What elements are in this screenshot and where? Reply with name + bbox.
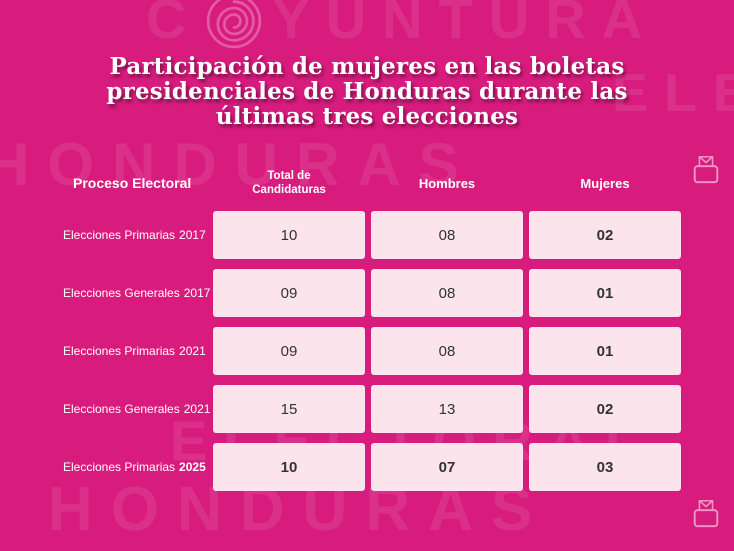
- page-title: Participación de mujeres en las boletas …: [0, 54, 734, 129]
- row-label: Elecciones Primarias 2021: [63, 327, 207, 375]
- ballot-box-icon: [690, 498, 722, 535]
- row-label-text: Elecciones Generales: [63, 402, 180, 416]
- row-label-year: 2021: [179, 344, 206, 358]
- row-label-year: 2025: [179, 460, 206, 474]
- row-label-text: Elecciones Generales: [63, 286, 180, 300]
- participation-table: Proceso Electoral Total de Candidaturas …: [63, 165, 683, 491]
- infographic: Participación de mujeres en las boletas …: [0, 54, 734, 491]
- row-label-year: 2021: [183, 402, 211, 416]
- column-header-proceso-electoral: Proceso Electoral: [73, 175, 192, 191]
- cell-mujeres: 03: [529, 443, 681, 491]
- row-label: Elecciones Primarias 2025: [63, 443, 207, 491]
- cell-mujeres: 02: [529, 385, 681, 433]
- row-label: Elecciones Generales 2017: [63, 269, 210, 317]
- watermark-coyuntura-prefix: C: [145, 0, 203, 50]
- cell-total: 09: [213, 269, 365, 317]
- cell-mujeres: 02: [529, 211, 681, 259]
- spiral-logo-icon: [206, 0, 262, 49]
- cell-hombres: 13: [371, 385, 523, 433]
- row-label: Elecciones Generales 2021: [63, 385, 210, 433]
- watermark-honduras-mid: HONDURAS: [0, 131, 477, 198]
- cell-mujeres: 01: [529, 269, 681, 317]
- watermark-coyuntura: C YUNTURA: [0, 0, 734, 51]
- cell-total: 15: [213, 385, 365, 433]
- row-label-text: Elecciones Primarias: [63, 344, 176, 358]
- watermark-coyuntura-suffix: YUNTURA: [272, 0, 659, 50]
- cell-mujeres: 01: [529, 327, 681, 375]
- cell-total: 10: [213, 443, 365, 491]
- watermark-electoral-upper: ELECTORAL: [612, 63, 734, 123]
- cell-hombres: 08: [371, 327, 523, 375]
- cell-total: 10: [213, 211, 365, 259]
- page-title-line-1: Participación de mujeres en las boletas: [109, 53, 625, 80]
- row-label-text: Elecciones Primarias: [63, 460, 176, 474]
- page-title-line-3: últimas tres elecciones: [215, 103, 519, 130]
- row-label-text: Elecciones Primarias: [63, 228, 176, 242]
- cell-hombres: 07: [371, 443, 523, 491]
- cell-hombres: 08: [371, 269, 523, 317]
- column-header-mujeres: Mujeres: [580, 175, 630, 191]
- page-title-line-2: presidenciales de Honduras durante las: [106, 78, 628, 105]
- cell-total: 09: [213, 327, 365, 375]
- ballot-box-icon: [690, 154, 722, 191]
- cell-hombres: 08: [371, 211, 523, 259]
- row-label-year: 2017: [179, 228, 206, 242]
- column-header-total-candidaturas: Total de Candidaturas: [252, 170, 326, 196]
- row-label-year: 2017: [183, 286, 211, 300]
- row-label: Elecciones Primarias 2017: [63, 211, 207, 259]
- column-header-hombres: Hombres: [418, 175, 476, 191]
